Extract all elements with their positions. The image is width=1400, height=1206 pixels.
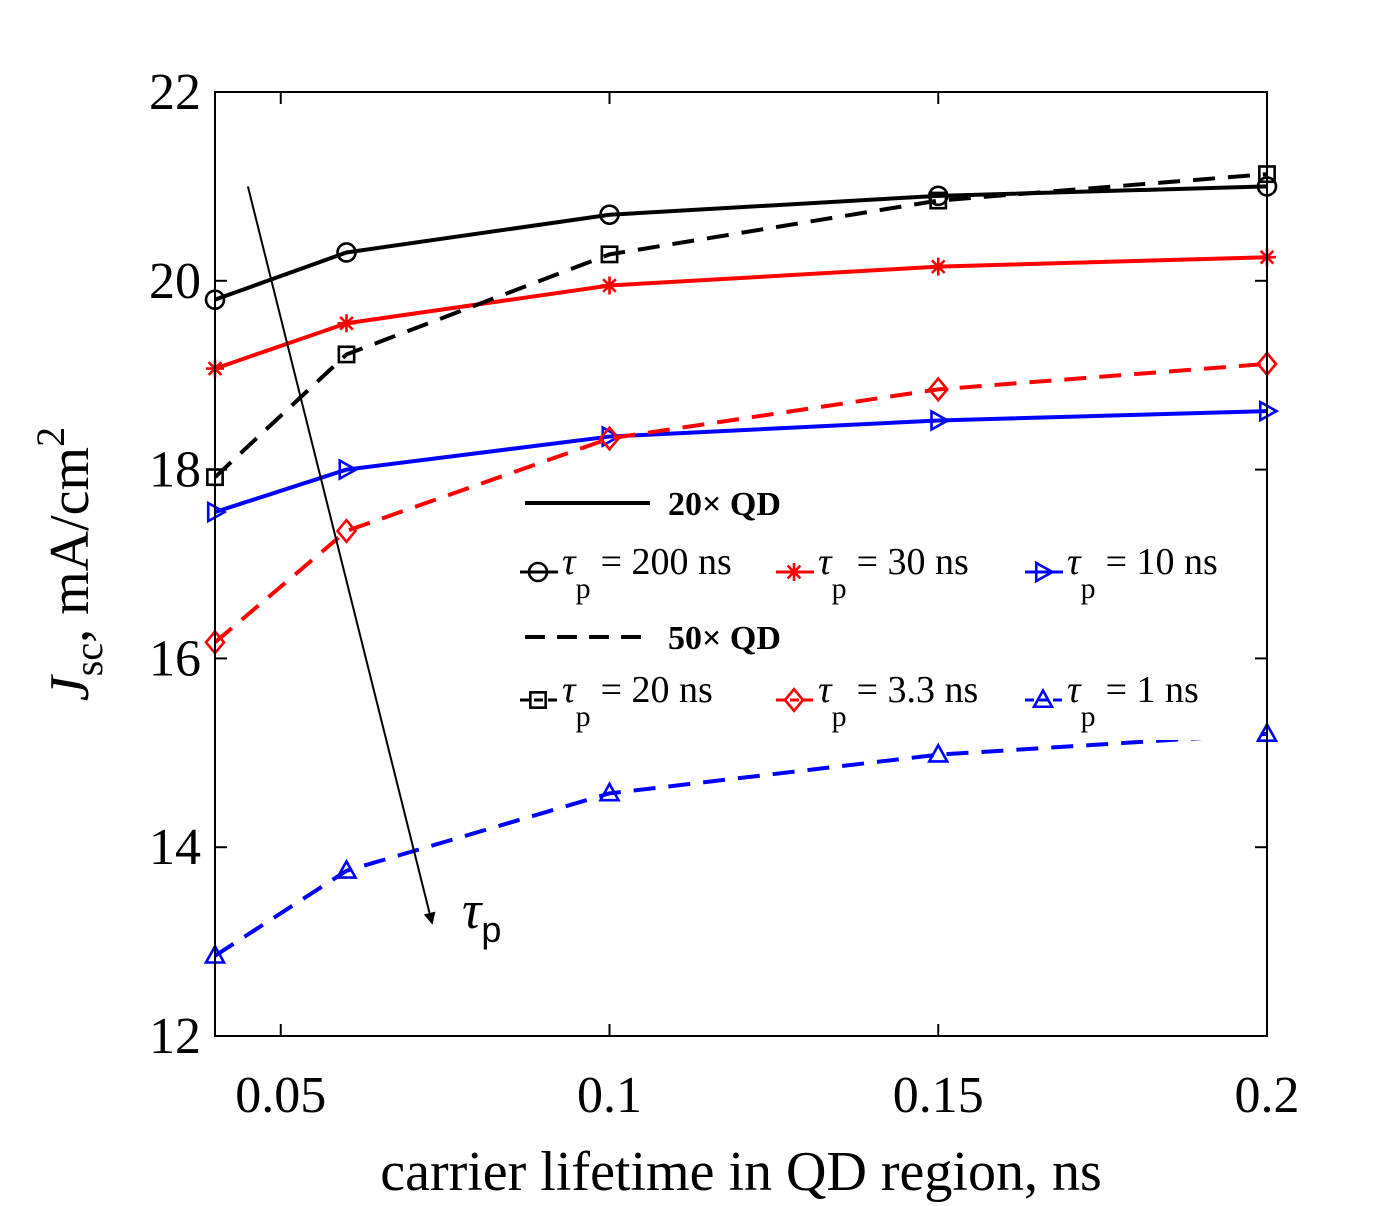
- data-point-s30: [929, 257, 948, 276]
- data-point-s3_3: [598, 425, 621, 452]
- y-axis-title: Jsc, mA/cm2: [28, 427, 111, 701]
- legend-entry-s200: τp= 200 ns: [562, 541, 732, 605]
- x-tick-label: 0.1: [577, 1067, 642, 1124]
- x-tick-label: 0.15: [893, 1067, 984, 1124]
- series-line-s1: [213, 731, 1268, 958]
- series-line-s30: [214, 255, 1268, 371]
- data-point-s20: [337, 345, 356, 364]
- tau-arrow: [246, 186, 436, 925]
- tau-annotation: τp: [246, 186, 501, 950]
- series-s20: [206, 165, 1276, 487]
- y-tick-label: 20: [149, 253, 201, 310]
- x-axis-title: carrier lifetime in QD region, ns: [380, 1141, 1102, 1203]
- legend-marker-s10: [1034, 560, 1056, 584]
- data-point-s30: [600, 276, 619, 295]
- series-s30: [206, 248, 1276, 378]
- legend-entry-s1: τp= 1 ns: [1067, 669, 1199, 733]
- tau-arrow-label: τp: [462, 880, 501, 950]
- legend: 20× QD 50× QD τp= 200 ns τp= 30 ns τp= 10 ns…: [512, 480, 1252, 740]
- data-point-s1: [335, 858, 358, 879]
- y-tick-label: 22: [149, 64, 201, 121]
- legend-marker-s20: [529, 691, 547, 709]
- data-point-s20: [929, 191, 948, 210]
- legend-entry-s3_3: τp= 3.3 ns: [818, 669, 978, 733]
- y-tick-label: 14: [149, 819, 201, 876]
- legend-entry-s10: τp= 10 ns: [1067, 541, 1218, 605]
- data-point-s3_3: [927, 376, 949, 403]
- y-axis-rest: , mA/cm: [39, 447, 101, 643]
- y-tick-label: 16: [149, 630, 201, 687]
- y-tick-label: 18: [149, 442, 201, 499]
- series-line-s20: [213, 172, 1268, 479]
- legend-group-label: 50× QD: [668, 620, 781, 657]
- data-point-s10: [1258, 399, 1280, 423]
- data-point-s10: [338, 458, 359, 481]
- series-group: [203, 165, 1280, 964]
- series-s1: [203, 721, 1279, 964]
- legend-group-label: 20× QD: [668, 486, 781, 523]
- data-point-s10: [930, 409, 951, 432]
- legend-marker-s1: [1031, 687, 1055, 709]
- legend-marker-s30: [785, 563, 803, 581]
- x-tick-label: 0.05: [235, 1067, 326, 1124]
- data-point-s1: [927, 742, 950, 763]
- data-point-s200: [927, 185, 949, 207]
- data-point-s200: [599, 204, 620, 226]
- legend-entry-s30: τp= 30 ns: [818, 541, 969, 605]
- y-axis-subscript: sc: [66, 643, 111, 676]
- tick-labels: 12 14 16 18 20 22 0.05 0.1 0.15 0.2: [149, 64, 1300, 1124]
- series-line-s200: [214, 184, 1268, 302]
- data-point-s3_3: [335, 518, 358, 544]
- data-point-s20: [600, 245, 619, 264]
- plot-frame: [214, 91, 1268, 1037]
- y-axis-superscript: 2: [28, 427, 73, 447]
- data-point-s1: [598, 781, 621, 802]
- legend-marker-s3_3: [783, 687, 805, 713]
- legend-marker-s200: [527, 561, 549, 583]
- data-point-s10: [206, 500, 228, 524]
- legend-entry-s20: τp= 20 ns: [562, 669, 713, 733]
- data-point-s200: [336, 242, 357, 263]
- series-line-s3_3: [213, 361, 1268, 644]
- data-point-s30: [337, 314, 356, 333]
- x-tick-label: 0.2: [1235, 1067, 1300, 1124]
- svg-text:Jsc, mA/cm2: Jsc, mA/cm2: [28, 427, 111, 701]
- y-tick-label: 12: [149, 1008, 201, 1065]
- y-axis-symbol: J: [39, 673, 101, 701]
- legend-background: [512, 480, 1252, 740]
- series-line-s10: [214, 409, 1268, 514]
- series-s200: [204, 176, 1278, 310]
